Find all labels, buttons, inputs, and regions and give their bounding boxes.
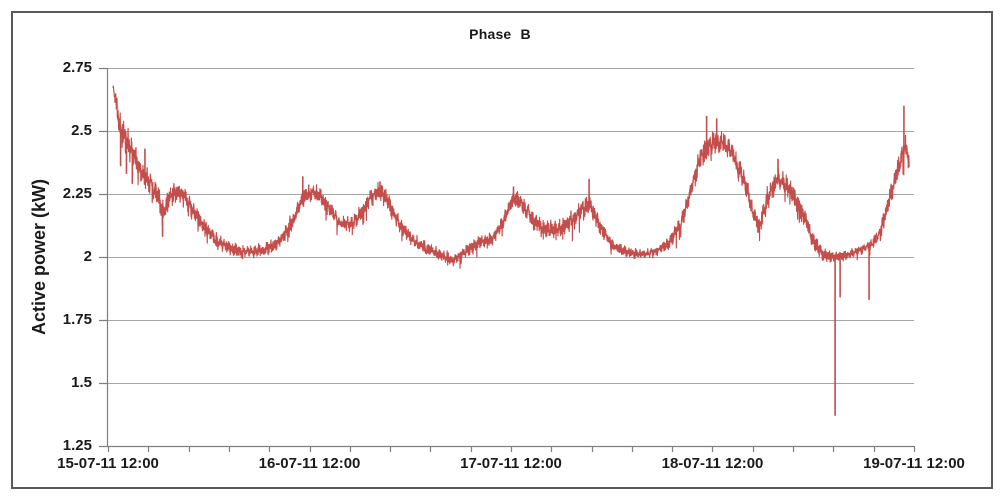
y-tick-label: 1.5 (71, 374, 92, 391)
y-tick-label: 2 (83, 248, 92, 265)
x-tick-label: 19-07-11 12:00 (863, 455, 965, 472)
x-tick-label: 16-07-11 12:00 (258, 455, 361, 472)
chart-title: Phase B (469, 26, 531, 42)
x-tick-label: 18-07-11 12:00 (661, 455, 764, 472)
y-tick-label: 2.75 (62, 59, 92, 76)
x-tick-label: 15-07-11 12:00 (57, 455, 159, 472)
x-tick-label: 17-07-11 12:00 (460, 455, 562, 472)
y-tick-label: 2.5 (71, 122, 92, 139)
y-tick-label: 1.25 (62, 437, 92, 454)
y-tick-label: 2.25 (62, 185, 92, 202)
y-tick-label: 1.75 (62, 311, 92, 328)
